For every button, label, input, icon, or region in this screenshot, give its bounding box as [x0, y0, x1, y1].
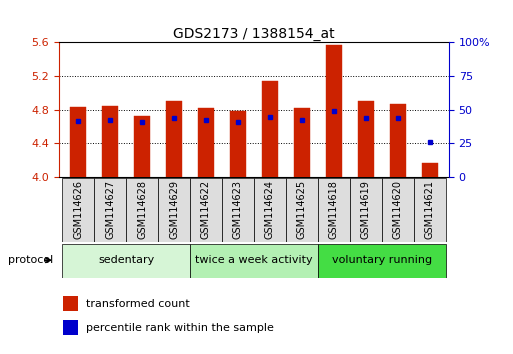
Text: GSM114628: GSM114628 — [137, 180, 147, 239]
Bar — [198, 108, 214, 177]
Text: GSM114620: GSM114620 — [393, 180, 403, 239]
FancyBboxPatch shape — [62, 178, 94, 242]
Text: protocol: protocol — [8, 255, 53, 265]
FancyBboxPatch shape — [350, 178, 382, 242]
FancyBboxPatch shape — [62, 244, 190, 278]
FancyBboxPatch shape — [286, 178, 318, 242]
Text: twice a week activity: twice a week activity — [195, 255, 313, 265]
Text: voluntary running: voluntary running — [332, 255, 432, 265]
Bar — [134, 116, 150, 177]
Text: GSM114623: GSM114623 — [233, 180, 243, 239]
Text: GSM114618: GSM114618 — [329, 180, 339, 239]
Text: transformed count: transformed count — [86, 298, 190, 309]
Bar — [422, 163, 438, 177]
Text: sedentary: sedentary — [98, 255, 154, 265]
Bar — [390, 104, 406, 177]
Text: GSM114621: GSM114621 — [425, 180, 435, 239]
FancyBboxPatch shape — [318, 178, 350, 242]
FancyBboxPatch shape — [254, 178, 286, 242]
FancyBboxPatch shape — [318, 244, 446, 278]
FancyBboxPatch shape — [158, 178, 190, 242]
Bar — [102, 105, 118, 177]
Text: percentile rank within the sample: percentile rank within the sample — [86, 322, 274, 333]
FancyBboxPatch shape — [126, 178, 158, 242]
FancyBboxPatch shape — [222, 178, 254, 242]
Bar — [326, 45, 342, 177]
FancyBboxPatch shape — [190, 244, 318, 278]
Text: GSM114626: GSM114626 — [73, 180, 83, 239]
Bar — [166, 101, 182, 177]
Bar — [63, 320, 78, 335]
FancyBboxPatch shape — [382, 178, 413, 242]
Text: GSM114622: GSM114622 — [201, 180, 211, 239]
Bar — [262, 81, 278, 177]
Text: GSM114624: GSM114624 — [265, 180, 275, 239]
Text: GSM114627: GSM114627 — [105, 180, 115, 239]
FancyBboxPatch shape — [413, 178, 446, 242]
Bar — [358, 101, 374, 177]
Bar — [230, 110, 246, 177]
Bar — [294, 108, 310, 177]
Text: GSM114625: GSM114625 — [297, 180, 307, 239]
FancyBboxPatch shape — [94, 178, 126, 242]
Title: GDS2173 / 1388154_at: GDS2173 / 1388154_at — [173, 28, 335, 41]
Bar — [70, 107, 86, 177]
Text: GSM114629: GSM114629 — [169, 180, 179, 239]
Bar — [63, 296, 78, 311]
Text: GSM114619: GSM114619 — [361, 180, 371, 239]
FancyBboxPatch shape — [190, 178, 222, 242]
